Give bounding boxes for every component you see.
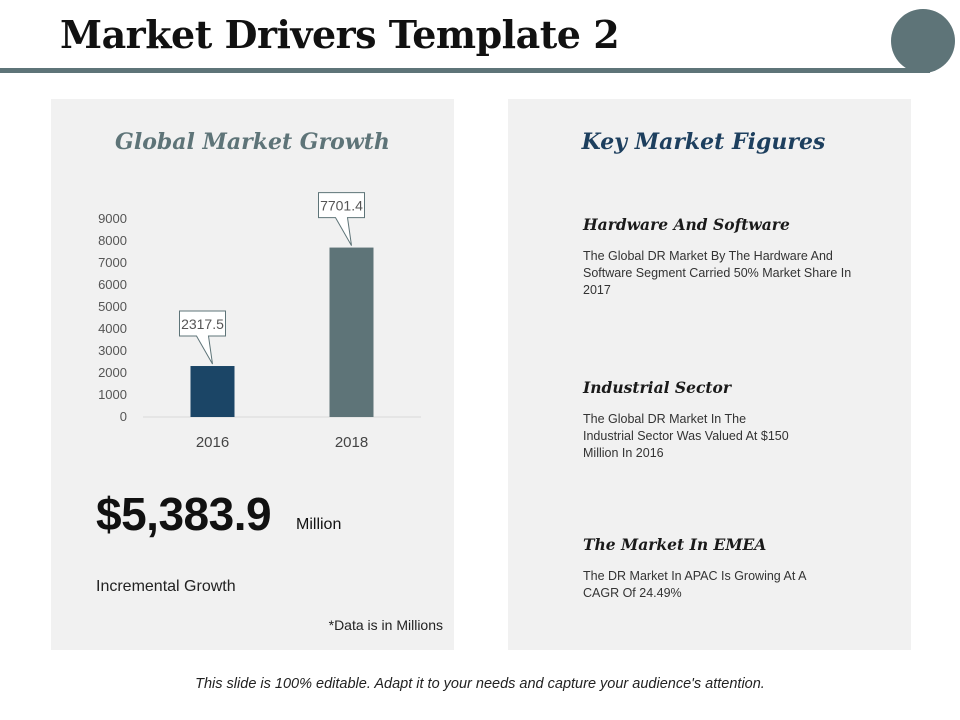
data-callout-2016 [179,310,226,365]
y-tick-label: 3000 [98,343,127,358]
figure-title: Industrial Sector [583,378,732,397]
incremental-growth-label: Incremental Growth [96,578,236,595]
y-tick-label: 4000 [98,321,127,336]
global-market-growth-panel: 0 1000 2000 3000 4000 5000 6000 7000 8000 9000 201… [51,99,454,650]
y-tick-label: 9000 [98,211,127,226]
footer-note: This slide is 100% editable. Adapt it to… [195,676,765,692]
data-footnote: *Data is in Millions [328,617,443,633]
x-tick-label: 2016 [196,434,229,451]
y-tick-label: 6000 [98,277,127,292]
bar-2018 [329,247,374,417]
figures-panel-title: Key Market Figures [581,129,826,155]
data-label: 2317.5 [181,316,224,332]
growth-panel-title: Global Market Growth [115,129,390,155]
bar-2016 [190,366,235,417]
key-market-figures-panel: Key Market Figures Hardware And Software… [508,99,911,650]
data-callout-2018 [318,192,365,246]
data-label: 7701.4 [320,198,363,214]
incremental-growth-value: $5,383.9 [96,488,272,540]
slide-title: Market Drivers Template 2 [60,12,620,57]
incremental-growth-unit: Million [296,516,342,533]
title-underline [0,68,930,73]
y-tick-label: 7000 [98,255,127,270]
x-tick-label: 2018 [335,434,368,451]
y-tick-label: 5000 [98,299,127,314]
figure-industrial-sector: Industrial Sector The Global DR Market I… [583,378,883,462]
figure-title: Hardware And Software [583,215,790,234]
figure-text: The Global DR Market By The Hardware And… [583,249,852,297]
figure-text: The DR Market In APAC Is Growing At A CA… [583,569,806,600]
growth-chart: 0 1000 2000 3000 4000 5000 6000 7000 8000 9000 201… [98,192,421,451]
y-tick-label: 2000 [98,365,127,380]
y-tick-label: 1000 [98,387,127,402]
y-tick-label: 8000 [98,233,127,248]
figure-market-emea: The Market In EMEA The DR Market In APAC… [583,535,883,602]
y-tick-label: 0 [120,409,127,424]
figure-title: The Market In EMEA [583,535,767,554]
figure-text: The Global DR Market In The Industrial S… [583,412,789,460]
figure-hardware-software: Hardware And Software The Global DR Mark… [583,215,883,299]
title-accent-circle [891,9,955,73]
